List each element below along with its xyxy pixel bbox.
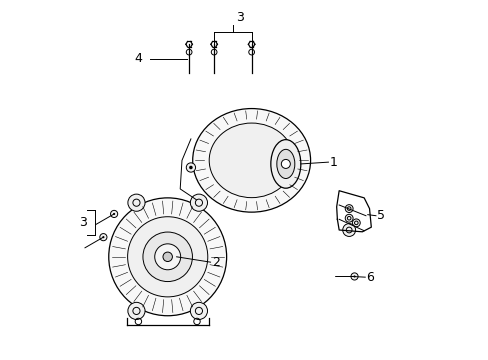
- Text: 3: 3: [236, 11, 244, 24]
- Circle shape: [102, 236, 104, 238]
- Ellipse shape: [276, 149, 294, 179]
- Circle shape: [127, 217, 207, 297]
- Circle shape: [142, 232, 192, 282]
- Circle shape: [189, 166, 192, 169]
- Circle shape: [163, 252, 172, 261]
- Ellipse shape: [209, 123, 293, 198]
- Text: 6: 6: [365, 271, 373, 284]
- Circle shape: [100, 234, 107, 241]
- Text: 1: 1: [329, 156, 337, 168]
- Circle shape: [110, 210, 118, 217]
- Ellipse shape: [270, 140, 300, 188]
- Circle shape: [128, 194, 145, 211]
- Text: 5: 5: [376, 209, 384, 222]
- Circle shape: [190, 194, 207, 211]
- Circle shape: [108, 198, 226, 316]
- Circle shape: [352, 219, 360, 227]
- Ellipse shape: [192, 109, 310, 212]
- Circle shape: [190, 302, 207, 319]
- Circle shape: [113, 213, 115, 215]
- Circle shape: [350, 273, 357, 280]
- Circle shape: [342, 224, 355, 237]
- Text: 2: 2: [211, 256, 219, 269]
- Text: 3: 3: [80, 216, 87, 229]
- Circle shape: [281, 159, 290, 168]
- Circle shape: [353, 275, 355, 278]
- Circle shape: [345, 204, 352, 212]
- Circle shape: [154, 244, 180, 270]
- Circle shape: [128, 302, 145, 319]
- Circle shape: [186, 163, 195, 172]
- Text: 4: 4: [135, 52, 142, 65]
- Circle shape: [345, 214, 352, 222]
